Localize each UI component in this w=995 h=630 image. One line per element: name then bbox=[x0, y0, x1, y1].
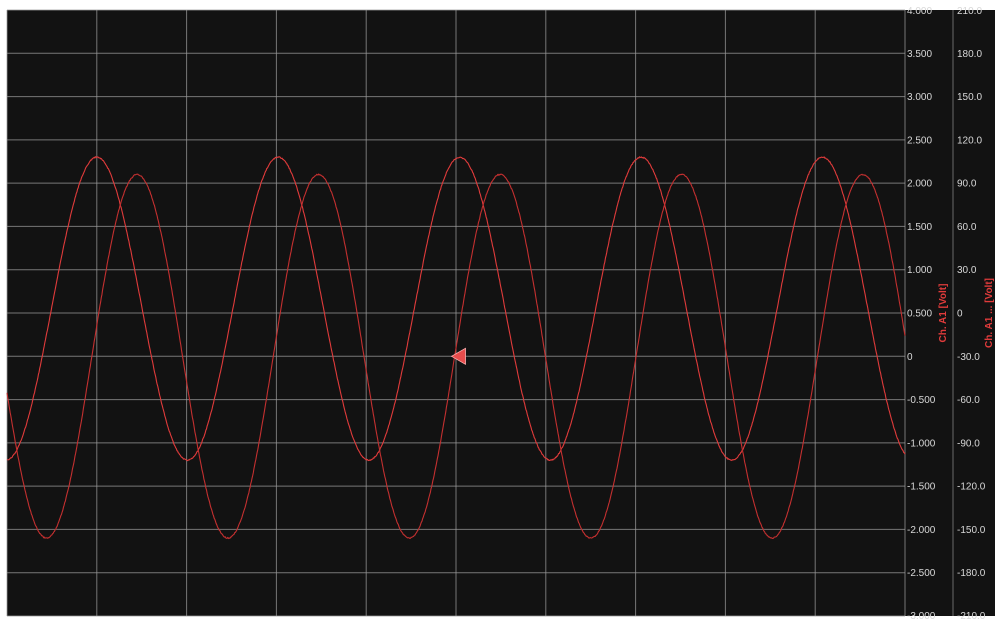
left-axis-tick-label: -3.000 bbox=[907, 611, 936, 622]
right-axis-tick-label: -30.0 bbox=[957, 352, 980, 363]
right-axis-tick-label: -210.0 bbox=[957, 611, 986, 622]
right-axis-tick-label: 180.0 bbox=[957, 49, 982, 60]
right-axis-tick-label: 0 bbox=[957, 309, 963, 320]
right-axis-title: Ch. A1 ... [Volt] bbox=[984, 278, 995, 348]
left-axis-tick-label: -2.500 bbox=[907, 568, 936, 579]
left-axis-tick-label: 0 bbox=[907, 352, 913, 363]
left-axis-tick-label: -1.000 bbox=[907, 438, 936, 449]
right-axis-tick-label: 60.0 bbox=[957, 222, 977, 233]
left-axis-tick-label: 1.500 bbox=[907, 222, 932, 233]
right-axis-tick-label: 30.0 bbox=[957, 265, 977, 276]
right-axis-tick-label: -150.0 bbox=[957, 525, 986, 536]
right-axis-tick-label: -90.0 bbox=[957, 438, 980, 449]
left-axis-title: Ch. A1 [Volt] bbox=[938, 284, 949, 343]
right-axis-tick-label: 120.0 bbox=[957, 135, 982, 146]
left-axis-tick-label: 1.000 bbox=[907, 265, 932, 276]
left-axis-tick-label: -2.000 bbox=[907, 525, 936, 536]
left-axis-tick-label: 3.000 bbox=[907, 92, 932, 103]
right-axis-tick-label: -180.0 bbox=[957, 568, 986, 579]
left-axis-tick-label: -1.500 bbox=[907, 482, 936, 493]
left-axis-tick-label: 2.500 bbox=[907, 135, 932, 146]
left-axis-tick-label: 0.500 bbox=[907, 309, 932, 320]
left-axis-tick-label: 4.000 bbox=[907, 6, 932, 17]
right-axis-tick-label: -60.0 bbox=[957, 395, 980, 406]
left-axis-tick-label: 2.000 bbox=[907, 179, 932, 190]
left-axis-tick-label: 3.500 bbox=[907, 49, 932, 60]
right-axis-tick-label: 210.0 bbox=[957, 6, 982, 17]
right-axis-tick-label: -120.0 bbox=[957, 482, 986, 493]
left-axis-tick-label: -0.500 bbox=[907, 395, 936, 406]
right-axis-tick-label: 150.0 bbox=[957, 92, 982, 103]
left-axis-ticks: 4.000 3.500 3.000 2.500 2.000 1.500 1.000 0.500… bbox=[907, 6, 936, 622]
right-axis-tick-label: 90.0 bbox=[957, 179, 977, 190]
